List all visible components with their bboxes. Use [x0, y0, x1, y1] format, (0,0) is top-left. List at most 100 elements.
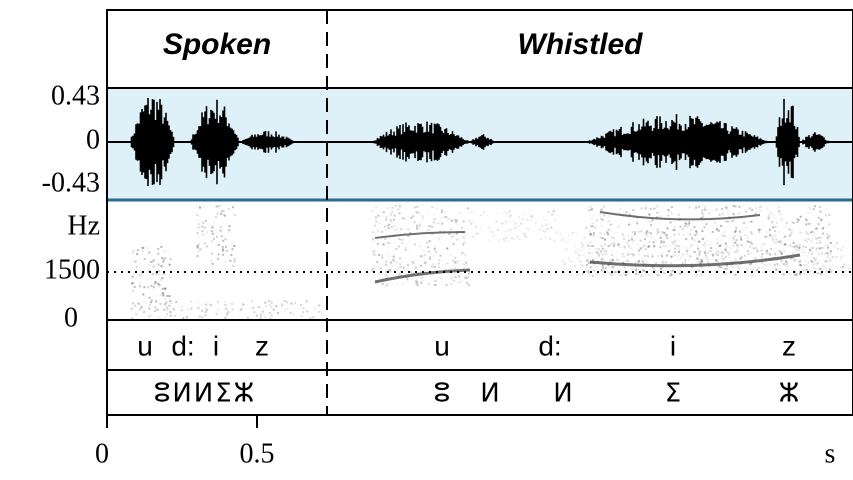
spectrogram-speck [677, 252, 679, 254]
spectrogram-speck [204, 227, 206, 229]
spectrogram-speck [222, 250, 224, 252]
spectrogram-speck [834, 245, 836, 247]
spectrogram-speck [624, 245, 626, 247]
tifinagh: ⵍ [553, 379, 572, 409]
spectrogram-speck [393, 256, 395, 258]
spectrogram-speck [598, 248, 600, 250]
spectrogram-speck [163, 294, 165, 296]
spectrogram-speck [604, 238, 606, 240]
spectrogram-speck [225, 261, 227, 263]
spectrogram-speck [716, 260, 718, 262]
spectrogram-speck [422, 218, 424, 220]
spectrogram-speck [656, 206, 658, 208]
spectrogram-speck [553, 210, 555, 212]
spectrogram-speck [786, 222, 788, 224]
spectrogram-speck [726, 246, 728, 248]
spectrogram-speck [391, 207, 393, 209]
spectrogram-speck [608, 216, 610, 218]
phoneme: u [137, 330, 153, 361]
spectrogram-speck [633, 235, 635, 237]
spectrogram-speck [596, 248, 598, 250]
spectrogram-speck [224, 238, 226, 240]
spectrogram-speck [641, 207, 643, 209]
spectrogram-speck [419, 225, 421, 227]
spectrogram-speck [415, 218, 417, 220]
spectrogram-speck [252, 307, 254, 309]
spectrogram-speck [582, 254, 584, 256]
spectrogram-speck [536, 237, 538, 239]
spectrogram-speck [399, 205, 401, 207]
spectrogram-speck [175, 314, 177, 316]
spectrogram-speck [517, 236, 519, 238]
spectrogram-speck [132, 276, 134, 278]
spectrogram-speck [463, 263, 465, 265]
spectrogram-speck [619, 246, 621, 248]
phoneme: i [213, 330, 219, 361]
spectrogram-speck [656, 212, 658, 214]
spectrogram-speck [169, 264, 171, 266]
spectrogram-speck [461, 227, 463, 229]
spectrogram-speck [399, 238, 401, 240]
spectrogram-speck [140, 274, 142, 276]
spectrogram-speck [453, 280, 455, 282]
spectrogram-speck [571, 269, 573, 271]
spectrogram-speck [819, 247, 821, 249]
spectrogram-speck [747, 253, 749, 255]
spectrogram-speck [818, 250, 820, 252]
spectrogram-speck [464, 254, 466, 256]
spectrogram-speck [520, 223, 522, 225]
spectrogram-speck [819, 268, 821, 270]
spectrogram-speck [592, 222, 594, 224]
spectrogram-speck [674, 259, 676, 261]
spectrogram-speck [633, 240, 635, 242]
spectrogram-speck [148, 264, 150, 266]
spectrogram-speck [202, 234, 204, 236]
spectrogram-speck [761, 262, 763, 264]
spectrogram-speck [624, 274, 626, 276]
spectrogram-speck [387, 207, 389, 209]
spectrogram-speck [421, 277, 423, 279]
spectrogram-speck [546, 228, 548, 230]
spectrogram-speck [399, 266, 401, 268]
spectrogram-speck [601, 225, 603, 227]
spectrogram-speck [730, 248, 732, 250]
spectrogram-speck [815, 213, 817, 215]
spectrogram-speck [696, 233, 698, 235]
spectrogram-speck [444, 211, 446, 213]
spectrogram-speck [701, 242, 703, 244]
spectrogram-speck [157, 253, 159, 255]
spectrogram-speck [697, 245, 699, 247]
spectrogram-speck [166, 313, 168, 315]
spectrogram-speck [545, 224, 547, 226]
spectrogram-speck [539, 228, 541, 230]
spectrogram-speck [736, 250, 738, 252]
spectrogram-speck [799, 244, 801, 246]
spectrogram-speck [446, 248, 448, 250]
spectrogram-speck [684, 262, 686, 264]
spectrogram-speck [706, 209, 708, 211]
spectrogram-speck [534, 223, 536, 225]
spectrogram-speck [805, 252, 807, 254]
spectrogram-speck [677, 260, 679, 262]
spectrogram-speck [431, 265, 433, 267]
spectrogram-speck [268, 300, 270, 302]
spectrogram-speck [829, 258, 831, 260]
spectrogram-speck [829, 253, 831, 255]
spectrogram-speck [707, 244, 709, 246]
spectrogram-speck [616, 254, 618, 256]
spectrogram-speck [765, 210, 767, 212]
spectrogram-speck [197, 302, 199, 304]
spectrogram-speck [212, 233, 214, 235]
spectrogram-speck [588, 262, 590, 264]
spectrogram-speck [759, 250, 761, 252]
spectrogram-speck [719, 259, 721, 261]
spectrogram-speck [702, 238, 704, 240]
spectrogram-speck [657, 228, 659, 230]
spectrogram-speck [375, 221, 377, 223]
spectrogram-speck [806, 255, 808, 257]
spectrogram-speck [749, 207, 751, 209]
spectrogram-speck [590, 266, 592, 268]
spectrogram-speck [612, 259, 614, 261]
spectrogram-speck [253, 311, 255, 313]
spectrogram-speck [197, 245, 199, 247]
